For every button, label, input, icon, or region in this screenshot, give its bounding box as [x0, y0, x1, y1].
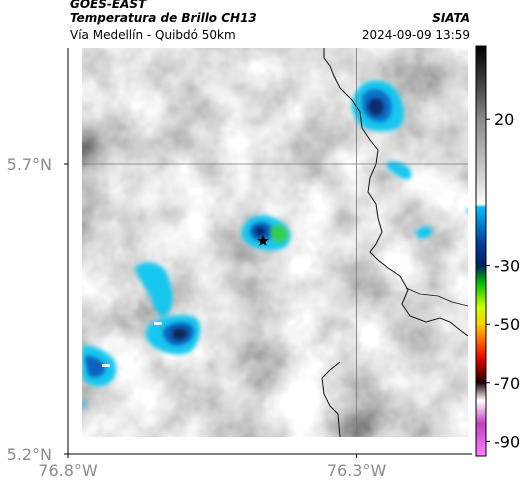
timestamp: 2024-09-09 13:59	[361, 28, 470, 42]
colorbar-tick-label: 20	[494, 110, 514, 129]
y-tick-label: 5.2°N	[7, 445, 52, 464]
colorbar-tick-label: -90	[494, 432, 520, 451]
x-tick-label: 76.3°W	[327, 461, 387, 480]
organization-label: SIATA	[432, 11, 470, 25]
border-line-south	[321, 361, 341, 437]
x-axis-ticks: 76.8°W 76.3°W	[38, 454, 386, 480]
colorbar-tick-label: -30	[494, 257, 520, 276]
colorbar-tick-label: -70	[494, 374, 520, 393]
x-tick-label: 76.8°W	[38, 461, 98, 480]
route-subtitle: Vía Medellín - Quibdó 50km	[70, 28, 236, 42]
colorbar	[475, 45, 487, 457]
border-line-east	[405, 287, 468, 307]
star-icon	[257, 235, 269, 246]
y-axis-ticks: 5.7°N 5.2°N	[7, 155, 68, 464]
cold-cloud-tops	[82, 80, 468, 410]
satellite-name: GOES-EAST	[70, 0, 147, 11]
border-line	[323, 48, 468, 337]
colorbar-tick-label: -50	[494, 315, 520, 334]
satellite-imagery	[82, 48, 468, 437]
colorbar-ticks: 20 -30 -50 -70 -90	[486, 110, 520, 451]
product-title: Temperatura de Brillo CH13	[70, 11, 257, 25]
y-tick-label: 5.7°N	[7, 155, 52, 174]
